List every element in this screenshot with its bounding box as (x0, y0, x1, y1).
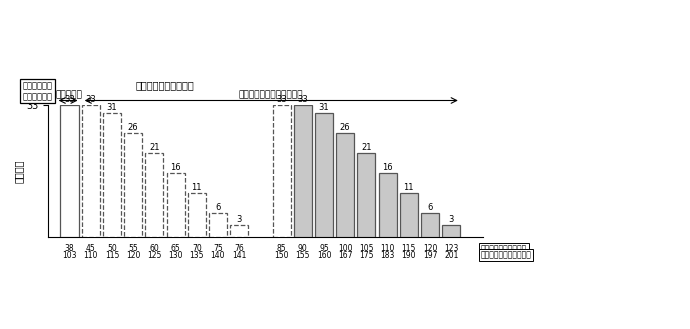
Text: 120: 120 (126, 251, 140, 260)
Text: 201: 201 (444, 251, 458, 260)
Text: 配偶者控除: 配偶者控除 (55, 90, 82, 99)
Text: 85: 85 (277, 244, 286, 253)
Text: 6: 6 (427, 203, 433, 212)
Bar (294, 105, 312, 237)
Text: 妻のパート収入（万円）: 妻のパート収入（万円） (481, 251, 532, 260)
Bar (273, 105, 290, 237)
Text: 197: 197 (423, 251, 437, 260)
Text: 21: 21 (149, 143, 159, 152)
Text: 45: 45 (86, 244, 96, 253)
Text: 3: 3 (237, 215, 241, 224)
Text: 110: 110 (380, 244, 395, 253)
Bar (400, 193, 418, 237)
Bar (336, 133, 354, 237)
Y-axis label: （万円）: （万円） (14, 159, 23, 183)
Text: 140: 140 (210, 251, 225, 260)
Text: 167: 167 (338, 251, 353, 260)
Text: 60: 60 (150, 244, 159, 253)
Text: 21: 21 (361, 143, 372, 152)
Bar (146, 153, 164, 237)
Text: 75: 75 (213, 244, 223, 253)
Text: 105: 105 (359, 244, 373, 253)
Text: 65: 65 (170, 244, 180, 253)
Text: 33: 33 (297, 95, 308, 105)
Text: 11: 11 (404, 183, 414, 192)
Bar (188, 193, 206, 237)
Text: 141: 141 (232, 251, 246, 260)
Bar (357, 153, 375, 237)
Bar (230, 225, 248, 237)
Text: 123: 123 (444, 244, 458, 253)
Text: 120: 120 (423, 244, 437, 253)
Text: 16: 16 (382, 163, 393, 172)
Bar (61, 105, 79, 237)
Bar (166, 173, 184, 237)
Text: 70: 70 (192, 244, 201, 253)
Text: 33: 33 (64, 95, 75, 105)
Text: 95: 95 (319, 244, 329, 253)
Text: 33: 33 (86, 95, 96, 105)
Text: 26: 26 (128, 123, 139, 132)
Text: 見直し後の配偶者特別控除: 見直し後の配偶者特別控除 (239, 90, 303, 99)
Text: 175: 175 (359, 251, 373, 260)
Text: 3: 3 (448, 215, 454, 224)
Bar (442, 225, 460, 237)
Bar (209, 213, 227, 237)
Text: 130: 130 (168, 251, 183, 260)
Text: 183: 183 (380, 251, 395, 260)
Text: 現行の配偶者特別控除: 現行の配偶者特別控除 (135, 80, 195, 90)
Text: 115: 115 (105, 251, 119, 260)
Text: 妻の合計所得（万円）: 妻の合計所得（万円） (481, 244, 527, 253)
Bar (379, 173, 397, 237)
Bar (103, 113, 121, 237)
Text: 38: 38 (65, 244, 75, 253)
Text: 115: 115 (402, 244, 416, 253)
Text: 103: 103 (62, 251, 77, 260)
Text: 160: 160 (317, 251, 331, 260)
Text: 50: 50 (107, 244, 117, 253)
Text: 26: 26 (340, 123, 351, 132)
Text: 31: 31 (106, 103, 117, 113)
Text: 155: 155 (295, 251, 310, 260)
Text: 55: 55 (128, 244, 138, 253)
Text: 150: 150 (275, 251, 289, 260)
Text: 16: 16 (170, 163, 181, 172)
Text: 33: 33 (276, 95, 287, 105)
Text: 11: 11 (192, 183, 202, 192)
Text: 90: 90 (298, 244, 308, 253)
Text: 納税者本人の
受ける控除額: 納税者本人の 受ける控除額 (22, 82, 52, 101)
Text: 190: 190 (402, 251, 416, 260)
Text: 125: 125 (147, 251, 161, 260)
Text: 100: 100 (338, 244, 353, 253)
Text: 76: 76 (235, 244, 244, 253)
Text: 6: 6 (215, 203, 221, 212)
Bar (315, 113, 333, 237)
Bar (124, 133, 142, 237)
Text: 110: 110 (83, 251, 98, 260)
Bar (421, 213, 439, 237)
Text: 135: 135 (190, 251, 204, 260)
Text: 31: 31 (319, 103, 329, 113)
Bar (81, 105, 100, 237)
